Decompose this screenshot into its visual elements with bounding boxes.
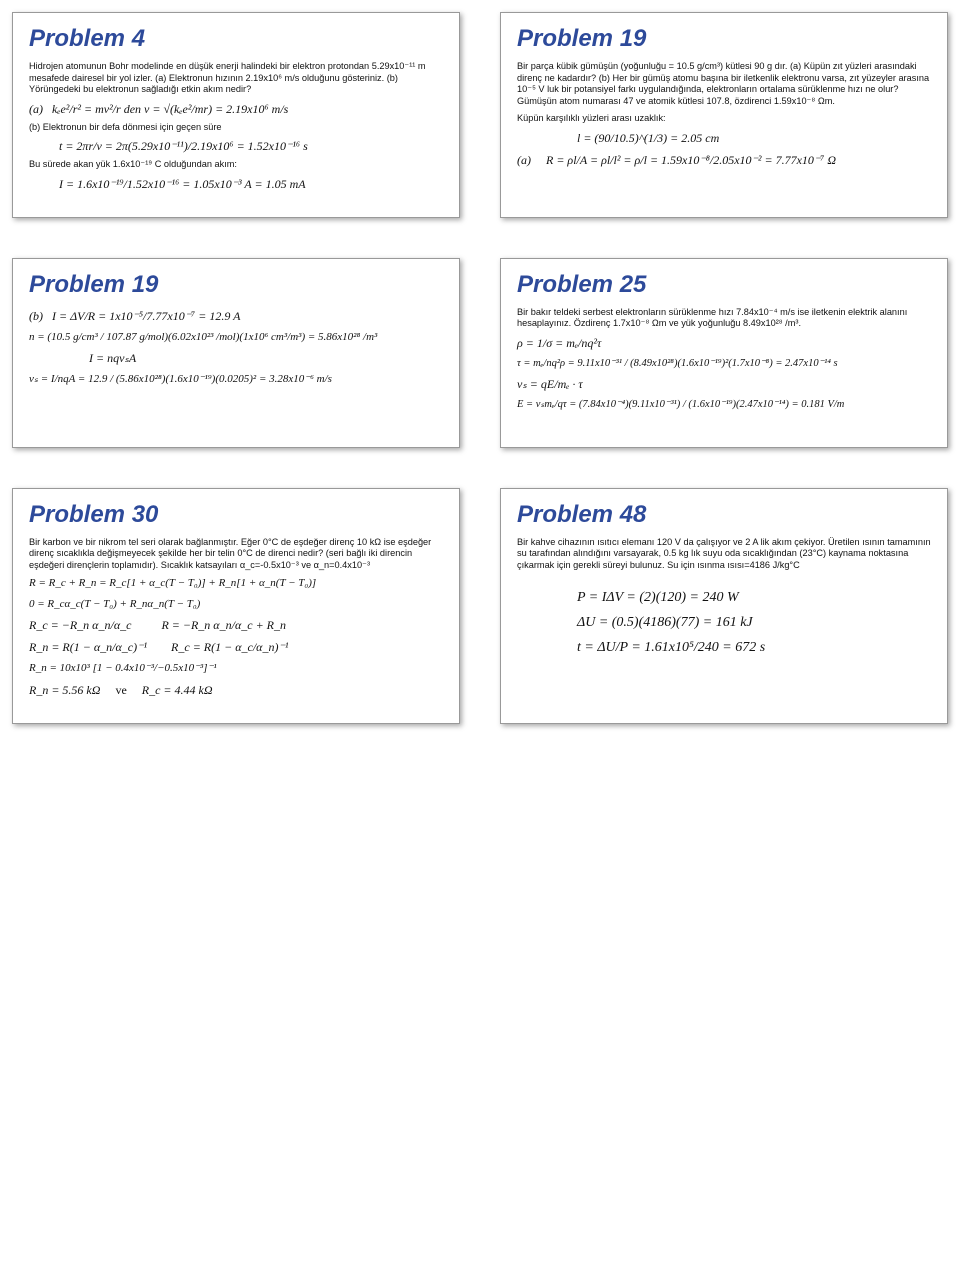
eq-Rtotal: R = R_c + R_n = R_c[1 + α_c(T − T₀)] + R… xyxy=(29,575,443,592)
slide-problem-25: Problem 25 Bir bakır teldeki serbest ele… xyxy=(500,258,948,448)
eq-row3: R_c = −R_n α_n/α_c R = −R_n α_n/α_c + R_… xyxy=(29,616,443,634)
cube-text: Küpün karşılıklı yüzleri arası uzaklık: xyxy=(517,113,931,125)
slide-body: Bir kahve cihazının ısıtıcı elemanı 120 … xyxy=(517,537,931,659)
eq-E: E = vₛmₑ/qτ = (7.84x10⁻⁴)(9.11x10⁻³¹) / … xyxy=(517,397,931,413)
charge-text: Bu sürede akan yük 1.6x10⁻¹⁹ C olduğunda… xyxy=(29,159,443,171)
problem-text: Hidrojen atomunun Bohr modelinde en düşü… xyxy=(29,61,443,96)
slide-body: Bir karbon ve bir nikrom tel seri olarak… xyxy=(29,537,443,699)
eq-current-b: (b) I = ΔV/R = 1x10⁻⁵/7.77x10⁻⁷ = 12.9 A xyxy=(29,307,443,325)
problem-text: Bir kahve cihazının ısıtıcı elemanı 120 … xyxy=(517,537,931,572)
eq-density: n = (10.5 g/cm³ / 107.87 g/mol)(6.02x10²… xyxy=(29,329,443,346)
slide-title: Problem 48 xyxy=(517,501,931,529)
slide-body: (b) I = ΔV/R = 1x10⁻⁵/7.77x10⁻⁷ = 12.9 A… xyxy=(29,307,443,388)
eq-results: R_n = 5.56 kΩ ve R_c = 4.44 kΩ xyxy=(29,681,443,699)
eq-period: t = 2πr/v = 2π(5.29x10⁻¹¹)/2.19x10⁶ = 1.… xyxy=(59,137,443,155)
slide-title: Problem 19 xyxy=(29,271,443,299)
slide-title: Problem 30 xyxy=(29,501,443,529)
eq-power: P = IΔV = (2)(120) = 240 W xyxy=(577,587,931,608)
slide-title: Problem 19 xyxy=(517,25,931,53)
eq-time: t = ΔU/P = 1.61x10⁵/240 = 672 s xyxy=(577,637,931,658)
slide-body: Bir parça kübik gümüşün (yoğunluğu = 10.… xyxy=(517,61,931,169)
eq-rho: ρ = 1/σ = mₑ/nq²τ xyxy=(517,334,931,352)
slide-problem-4: Problem 4 Hidrojen atomunun Bohr modelin… xyxy=(12,12,460,218)
eq-drift: vₛ = I/nqA = 12.9 / (5.86x10²⁸)(1.6x10⁻¹… xyxy=(29,371,443,388)
eq-tau: τ = mₑ/nq²ρ = 9.11x10⁻³¹ / (8.49x10²⁸)(1… xyxy=(517,356,931,372)
slide-problem-48: Problem 48 Bir kahve cihazının ısıtıcı e… xyxy=(500,488,948,724)
slide-body: Hidrojen atomunun Bohr modelinde en düşü… xyxy=(29,61,443,193)
part-b-text: (b) Elektronun bir defa dönmesi için geç… xyxy=(29,122,443,134)
eq-length: l = (90/10.5)^(1/3) = 2.05 cm xyxy=(577,129,931,147)
eq-row4: R_n = R(1 − α_n/α_c)⁻¹ R_c = R(1 − α_c/α… xyxy=(29,638,443,656)
eq-Rn-num: R_n = 10x10³ [1 − 0.4x10⁻³/−0.5x10⁻³]⁻¹ xyxy=(29,660,443,677)
slide-problem-19a: Problem 19 Bir parça kübik gümüşün (yoğu… xyxy=(500,12,948,218)
slide-problem-30: Problem 30 Bir karbon ve bir nikrom tel … xyxy=(12,488,460,724)
problem-text: Bir parça kübik gümüşün (yoğunluğu = 10.… xyxy=(517,61,931,107)
slide-problem-19b: Problem 19 (b) I = ΔV/R = 1x10⁻⁵/7.77x10… xyxy=(12,258,460,448)
eq-zero: 0 = R_cα_c(T − T₀) + R_nα_n(T − T₀) xyxy=(29,596,443,613)
eq-current: I = 1.6x10⁻¹⁹/1.52x10⁻¹⁶ = 1.05x10⁻³ A =… xyxy=(59,175,443,193)
eq-I: I = nqvₛA xyxy=(89,349,443,367)
problem-text: Bir bakır teldeki serbest elektronların … xyxy=(517,307,931,330)
slide-body: Bir bakır teldeki serbest elektronların … xyxy=(517,307,931,414)
eq-dU: ΔU = (0.5)(4186)(77) = 161 kJ xyxy=(577,612,931,633)
eq-vs: vₛ = qE/mₑ · τ xyxy=(517,375,931,393)
slide-grid: Problem 4 Hidrojen atomunun Bohr modelin… xyxy=(0,0,960,736)
slide-title: Problem 25 xyxy=(517,271,931,299)
slide-title: Problem 4 xyxy=(29,25,443,53)
eq-resistance: (a) R = ρl/A = ρl/l² = ρ/l = 1.59x10⁻⁸/2… xyxy=(517,151,931,169)
eq-velocity: (a) kₑe²/r² = mv²/r den v = √(kₑe²/mr) =… xyxy=(29,100,443,118)
problem-text: Bir karbon ve bir nikrom tel seri olarak… xyxy=(29,537,443,572)
